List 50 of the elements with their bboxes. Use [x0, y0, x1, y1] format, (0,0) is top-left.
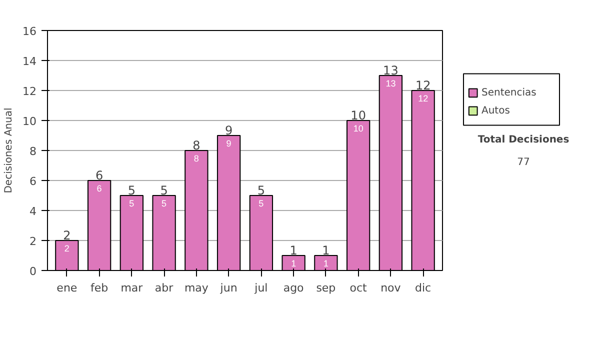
x-tick-label: ago: [283, 282, 304, 294]
x-tick-label: oct: [350, 282, 368, 294]
total-label: 5: [128, 184, 136, 198]
total-label: 12: [415, 78, 431, 92]
y-tick-label: 2: [30, 235, 36, 248]
y-tick-label: 6: [30, 175, 36, 188]
y-axis-title: Decisiones Anual: [4, 108, 15, 194]
y-tick-label: 4: [30, 205, 36, 218]
total-label: 5: [257, 184, 266, 198]
x-tick-label: mar: [120, 282, 144, 294]
data-label: 6: [96, 183, 102, 194]
data-label: 2: [64, 243, 70, 254]
x-tick-label: dic: [415, 282, 432, 294]
y-tick-label: 14: [22, 55, 37, 68]
total-label: 13: [383, 64, 398, 78]
legend-label: Sentencias: [482, 87, 536, 98]
data-label: 9: [226, 138, 232, 148]
data-label: 5: [129, 198, 134, 208]
data-label: 1: [291, 258, 296, 268]
total-label: 6: [95, 168, 104, 182]
x-tick-label: jun: [219, 282, 238, 294]
text: 77: [517, 156, 530, 168]
total-label: 9: [224, 124, 233, 138]
text: Total Decisiones: [478, 134, 570, 146]
data-label: 10: [353, 123, 364, 134]
y-tick-label: 0: [30, 265, 36, 278]
x-tick-label: nov: [380, 282, 402, 294]
total-label: 1: [322, 244, 330, 258]
x-tick-label: may: [184, 282, 209, 294]
total-label: 5: [160, 184, 168, 198]
data-label: 12: [418, 93, 428, 104]
total-label: 8: [192, 138, 200, 152]
x-tick-label: sep: [316, 282, 336, 294]
y-tick-label: 12: [22, 85, 37, 98]
total-label: 2: [63, 228, 71, 242]
x-tick-label: jul: [254, 282, 268, 294]
data-label: 13: [386, 78, 396, 88]
total-label: 10: [350, 108, 366, 122]
data-label: 5: [162, 198, 167, 208]
x-tick-label: abr: [154, 282, 174, 294]
y-tick-label: 8: [30, 145, 36, 158]
y-tick-label: 10: [22, 115, 37, 128]
legend-label: Autos: [482, 105, 510, 116]
total-label: 1: [290, 244, 298, 258]
x-tick-label: feb: [90, 282, 108, 294]
data-label: 5: [258, 198, 264, 208]
x-tick-label: ene: [56, 282, 78, 294]
y-tick-label: 16: [22, 25, 37, 38]
data-label: 8: [194, 153, 199, 164]
data-label: 1: [323, 258, 328, 268]
